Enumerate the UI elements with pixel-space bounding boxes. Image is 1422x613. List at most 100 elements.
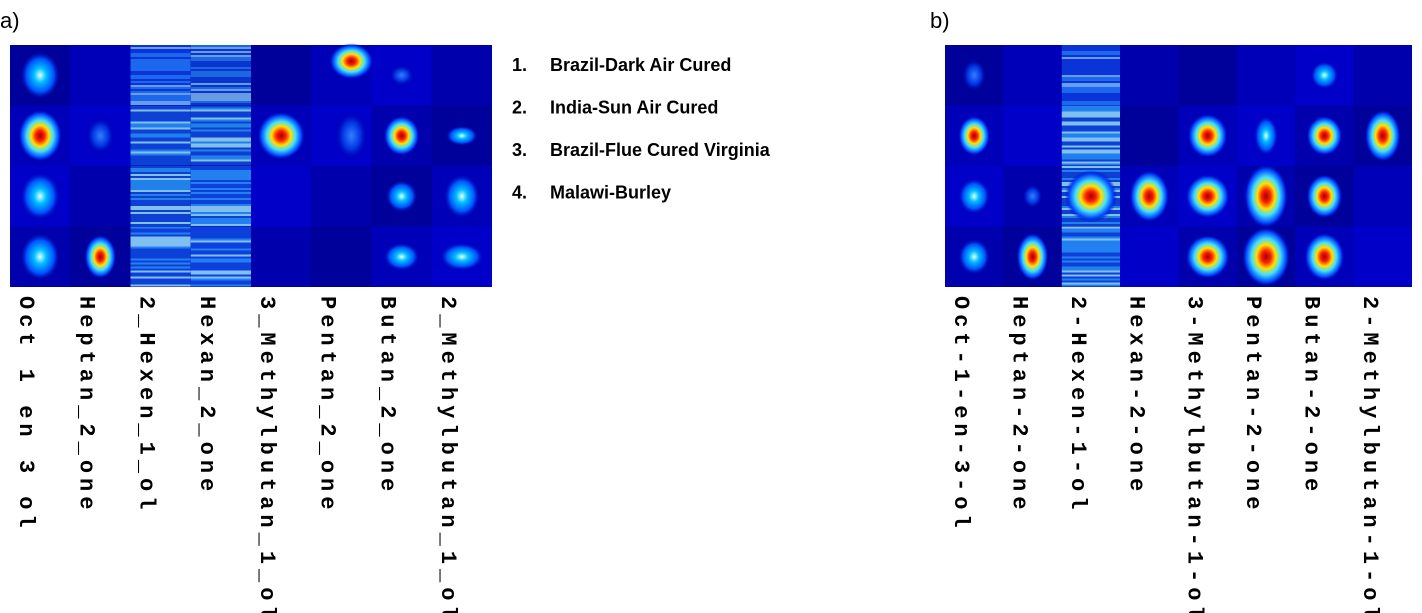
heatmap-noise xyxy=(131,235,191,237)
heatmap-noise xyxy=(191,108,251,110)
heatmap-noise xyxy=(131,55,191,57)
legend-name: Brazil-Dark Air Cured xyxy=(550,55,731,75)
heatmap-noise xyxy=(1062,130,1120,132)
heatmap-noise xyxy=(1062,122,1120,124)
heatmap-noise xyxy=(191,73,251,75)
column-label: Heptan-2-one xyxy=(1007,296,1032,514)
heatmap-noise xyxy=(191,85,251,87)
heatmap-noise xyxy=(1062,156,1120,158)
heatmap-noise xyxy=(191,245,251,247)
heatmap-noise xyxy=(131,108,191,110)
heatmap-noise xyxy=(191,170,251,172)
heatmap-noise xyxy=(131,128,191,130)
heatmap-noise xyxy=(191,200,251,202)
panel-label: a) xyxy=(0,8,20,33)
heatmap-noise xyxy=(191,99,251,101)
heatmap-noise xyxy=(191,146,251,148)
heatmap-noise xyxy=(1062,55,1120,57)
heatmap-noise xyxy=(131,65,191,67)
legend-number: 2. xyxy=(512,97,527,117)
heatmap-noise xyxy=(131,146,191,148)
heatmap-noise xyxy=(131,271,191,273)
heatmap-noise xyxy=(1062,138,1120,140)
heatmap-noise xyxy=(1062,65,1120,67)
heatmap-noise xyxy=(191,231,251,233)
heatmap-noise xyxy=(1062,71,1120,73)
heatmap-noise xyxy=(131,186,191,188)
heatmap-noise xyxy=(191,222,251,224)
heatmap-noise xyxy=(191,251,251,253)
heatmap-noise xyxy=(131,101,191,103)
heatmap-noise xyxy=(131,239,191,241)
heatmap-noise xyxy=(191,243,251,245)
heatmap-noise xyxy=(191,124,251,126)
heatmap-blob xyxy=(958,178,990,214)
heatmap-noise xyxy=(191,55,251,57)
heatmap-blob xyxy=(86,118,114,154)
heatmap-noise xyxy=(191,47,251,49)
heatmap-noise xyxy=(131,233,191,235)
heatmap-cell xyxy=(311,227,371,288)
heatmap-noise xyxy=(1062,124,1120,126)
heatmap-noise xyxy=(1062,75,1120,77)
heatmap-noise xyxy=(131,210,191,212)
heatmap-noise xyxy=(131,57,191,59)
heatmap-noise xyxy=(191,166,251,168)
heatmap-noise xyxy=(1062,47,1120,49)
heatmap-blob xyxy=(1065,170,1117,222)
heatmap-noise xyxy=(191,188,251,190)
heatmap-noise xyxy=(191,118,251,120)
heatmap-noise xyxy=(191,249,251,251)
heatmap-noise xyxy=(191,120,251,122)
heatmap-noise xyxy=(191,220,251,222)
heatmap-noise xyxy=(191,132,251,134)
heatmap-noise xyxy=(191,281,251,283)
heatmap-noise xyxy=(1062,237,1120,239)
heatmap-noise xyxy=(1062,93,1120,95)
heatmap-cell xyxy=(251,45,311,106)
heatmap-cell xyxy=(1354,166,1412,227)
legend-number: 1. xyxy=(512,55,527,75)
heatmap-noise xyxy=(191,148,251,150)
heatmap-noise xyxy=(1062,91,1120,93)
heatmap-noise xyxy=(131,218,191,220)
heatmap-noise xyxy=(191,97,251,99)
heatmap-noise xyxy=(191,53,251,55)
heatmap-noise xyxy=(1062,87,1120,89)
heatmap-noise xyxy=(131,75,191,77)
heatmap-noise xyxy=(191,273,251,275)
heatmap-noise xyxy=(131,180,191,182)
heatmap-noise xyxy=(1062,112,1120,114)
heatmap-noise xyxy=(131,118,191,120)
heatmap-noise xyxy=(191,164,251,166)
heatmap-noise xyxy=(131,45,191,47)
heatmap-cell xyxy=(1354,227,1412,288)
heatmap-noise xyxy=(191,182,251,184)
heatmap-noise xyxy=(191,214,251,216)
heatmap-noise xyxy=(1062,134,1120,136)
heatmap-noise xyxy=(131,251,191,253)
heatmap-noise xyxy=(191,180,251,182)
heatmap-noise xyxy=(191,81,251,83)
heatmap-noise xyxy=(191,224,251,226)
heatmap-noise xyxy=(191,229,251,231)
heatmap-noise xyxy=(1062,168,1120,170)
heatmap-noise xyxy=(1062,73,1120,75)
heatmap-noise xyxy=(131,202,191,204)
heatmap-noise xyxy=(1062,249,1120,251)
heatmap-cell xyxy=(1354,45,1412,106)
heatmap-noise xyxy=(191,237,251,239)
heatmap-noise xyxy=(191,158,251,160)
heatmap-noise xyxy=(1062,61,1120,63)
heatmap-noise xyxy=(1062,63,1120,65)
heatmap-noise xyxy=(191,152,251,154)
heatmap-noise xyxy=(1062,261,1120,263)
heatmap-noise xyxy=(131,265,191,267)
heatmap-noise xyxy=(131,200,191,202)
heatmap-noise xyxy=(131,285,191,287)
panel-label: b) xyxy=(930,8,950,33)
heatmap-noise xyxy=(131,204,191,206)
heatmap-cell xyxy=(1179,45,1237,106)
heatmap-noise xyxy=(131,259,191,261)
heatmap-noise xyxy=(131,77,191,79)
